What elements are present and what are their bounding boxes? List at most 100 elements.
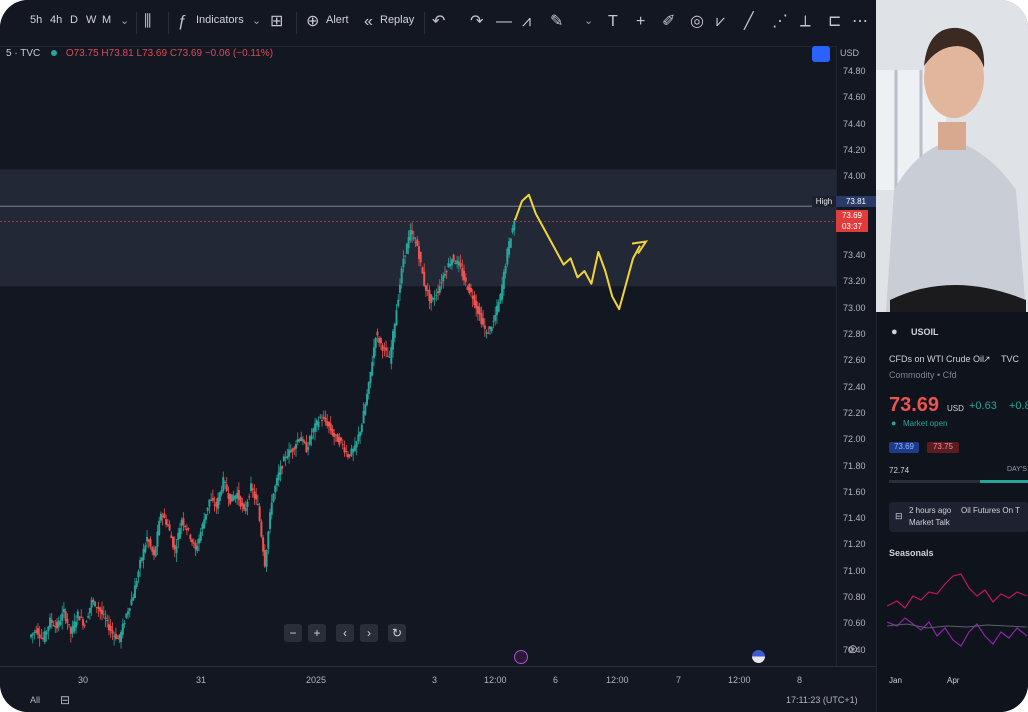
zoom-out-button[interactable]: − — [284, 624, 302, 642]
symbol-ticker[interactable]: USOIL — [911, 327, 939, 337]
candle-body — [42, 637, 45, 640]
chevron-down-icon[interactable]: ⌄ — [584, 15, 594, 27]
candle-body — [440, 282, 443, 284]
range-all-button[interactable]: All — [30, 695, 41, 705]
settings-icon[interactable]: ⊛ — [848, 642, 859, 656]
candle-body — [487, 332, 490, 334]
candle-body — [386, 355, 389, 357]
symbol-description: CFDs on WTI Crude Oil — [889, 354, 985, 364]
scroll-right-button[interactable]: › — [360, 624, 378, 642]
projection-arrow — [631, 240, 649, 255]
legend-ohlc: O73.75 H73.81 L73.69 C73.69 −0.06 (−0.11… — [65, 48, 274, 59]
text-tool-icon[interactable]: T — [608, 13, 618, 30]
news-time: 2 hours ago — [909, 506, 952, 515]
chart-type-icon[interactable]: ⫼ — [144, 13, 152, 30]
brush-icon[interactable]: ✎ — [550, 13, 564, 30]
presenter-video — [876, 0, 1028, 312]
candle-body — [414, 241, 417, 243]
candle-body — [307, 447, 310, 450]
alert-button[interactable]: Alert — [326, 14, 349, 26]
undo-icon[interactable]: ↶ — [432, 13, 446, 30]
price-chart[interactable] — [0, 46, 876, 666]
chart-area[interactable] — [0, 46, 876, 666]
y-tick: 72.20 — [843, 407, 866, 418]
candle-body — [125, 613, 128, 618]
candle-body — [69, 627, 72, 634]
timeframe-2[interactable]: D — [70, 14, 78, 26]
replay-icon[interactable]: « — [364, 13, 373, 30]
lock-icon[interactable]: ⊏ — [828, 13, 842, 30]
candle-body — [338, 437, 341, 445]
circle-icon[interactable]: ◎ — [690, 13, 704, 30]
layouts-icon[interactable]: ⊞ — [270, 13, 284, 30]
external-link-icon[interactable]: ↗ — [983, 354, 991, 364]
indicators-button[interactable]: Indicators — [196, 14, 244, 26]
candle-body — [321, 419, 323, 421]
bid-price[interactable]: 73.69 — [889, 442, 919, 453]
indicators-icon[interactable]: ƒ — [178, 13, 187, 30]
candle-body — [435, 295, 438, 297]
seasonals-chart[interactable] — [887, 566, 1027, 666]
us-flag-icon[interactable] — [752, 650, 765, 663]
redo-icon[interactable]: ↷ — [470, 13, 484, 30]
scroll-left-button[interactable]: ‹ — [336, 624, 354, 642]
webcam-overlay — [876, 0, 1028, 312]
candle-body — [204, 514, 207, 520]
chevron-down-icon[interactable]: ⌄ — [252, 15, 262, 27]
candle-body — [49, 617, 52, 628]
timeframe-1[interactable]: 4h — [50, 14, 63, 26]
legend-symbol[interactable]: 5 · TVC — [6, 48, 41, 59]
seasonal-line — [887, 623, 1027, 629]
path-icon[interactable]: ⩘ — [522, 13, 532, 30]
fib-icon[interactable]: ⋰ — [772, 13, 788, 30]
candle-body — [480, 313, 483, 324]
candle-body — [159, 513, 162, 521]
pattern-icon[interactable]: ⩗ — [716, 13, 726, 30]
news-item[interactable]: ⊟ 2 hours ago Oil Futures On T Market Ta… — [889, 502, 1028, 532]
candle-body — [137, 571, 140, 578]
calendar-icon[interactable]: ⊟ — [60, 693, 71, 707]
timeframe-4[interactable]: M — [102, 14, 112, 26]
candle-body — [206, 507, 209, 511]
clock-readout[interactable]: 17:11:23 (UTC+1) — [786, 695, 858, 705]
settings-badge[interactable] — [812, 46, 830, 62]
crosshair-icon[interactable]: + — [636, 13, 646, 30]
candle-body — [336, 434, 339, 442]
trend-line-icon[interactable]: ╱ — [744, 13, 754, 30]
candle-body — [303, 441, 306, 443]
ruler-icon[interactable]: ⟂ — [800, 13, 811, 30]
candle-body — [66, 619, 69, 624]
time-axis[interactable]: 30 31 2025 3 12:00 6 12:00 7 12:00 8 All… — [0, 666, 876, 712]
x-tick: 6 — [553, 675, 559, 685]
timeframe-0[interactable]: 5h — [30, 14, 43, 26]
candle-body — [499, 294, 502, 302]
candle-body — [473, 295, 476, 306]
candle-body — [178, 528, 181, 539]
pencil-icon[interactable]: ✐ — [662, 13, 676, 30]
zoom-in-button[interactable]: + — [308, 624, 326, 642]
candle-body — [296, 439, 299, 443]
candle-body — [495, 305, 498, 316]
reset-button[interactable]: ↻ — [388, 624, 406, 642]
currency-label[interactable]: USD — [840, 48, 860, 58]
candle-body — [409, 229, 412, 241]
price-axis[interactable]: 74.8074.6074.4074.2074.0073.8073.6073.40… — [836, 46, 877, 666]
chevron-down-icon[interactable]: ⌄ — [120, 15, 130, 27]
event-marker-icon[interactable] — [514, 650, 528, 664]
candle-body — [40, 637, 43, 639]
y-tick: 74.80 — [843, 66, 866, 76]
news-source: Market Talk — [909, 518, 950, 527]
candle-body — [246, 501, 249, 508]
replay-button[interactable]: Replay — [380, 14, 415, 26]
candle-body — [194, 542, 197, 550]
candle-body — [397, 299, 400, 307]
last-price: 73.69 — [889, 394, 940, 416]
more-icon[interactable]: ⋯ — [852, 13, 868, 30]
candle-body — [346, 454, 349, 458]
timeframe-3[interactable]: W — [86, 14, 97, 26]
y-tick: 73.40 — [843, 250, 866, 261]
horizontal-line-icon[interactable]: — — [496, 13, 512, 30]
candle-body — [314, 423, 317, 432]
ask-price[interactable]: 73.75 — [927, 442, 959, 453]
alert-icon[interactable]: ⊕ — [306, 13, 320, 30]
